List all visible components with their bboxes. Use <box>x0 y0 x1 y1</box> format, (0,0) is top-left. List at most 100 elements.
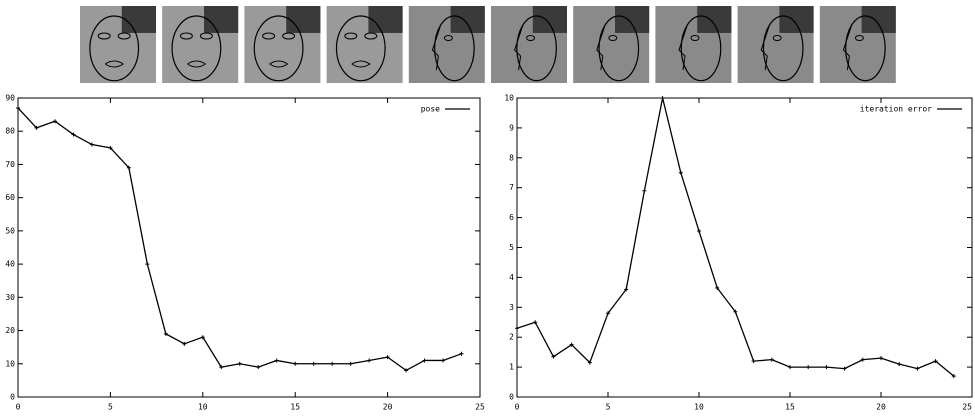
profile <box>514 25 524 71</box>
eye <box>199 32 213 40</box>
eye <box>179 32 193 40</box>
point <box>678 170 683 175</box>
point <box>348 361 353 366</box>
face-shade <box>450 6 485 33</box>
face-shade <box>532 6 567 33</box>
mouth <box>351 60 371 68</box>
point <box>733 309 738 314</box>
point <box>404 368 409 373</box>
eye <box>690 35 700 41</box>
profile <box>596 25 606 71</box>
y-tick-label: 2 <box>509 333 514 342</box>
point <box>441 358 446 363</box>
eye <box>443 35 453 41</box>
point <box>788 365 792 370</box>
point <box>293 361 298 366</box>
y-tick-label: 70 <box>5 160 15 169</box>
point <box>108 145 113 150</box>
face-outline <box>434 15 475 82</box>
y-tick-label: 40 <box>5 260 15 269</box>
point <box>842 366 847 371</box>
y-tick-label: 10 <box>5 359 15 368</box>
y-tick-label: 60 <box>5 193 15 202</box>
point <box>697 229 701 234</box>
point <box>897 362 902 367</box>
point <box>551 354 556 359</box>
y-tick-label: 7 <box>509 183 514 192</box>
face-shade <box>779 6 814 33</box>
profile <box>431 25 441 71</box>
x-tick-label: 5 <box>606 403 611 412</box>
face-shade <box>615 6 650 33</box>
point <box>34 125 39 130</box>
point <box>860 357 865 362</box>
point <box>879 356 883 361</box>
x-tick-label: 0 <box>16 403 21 412</box>
eye <box>772 35 782 41</box>
point <box>533 320 538 325</box>
x-tick-label: 10 <box>694 403 704 412</box>
point <box>624 287 629 292</box>
face-shade <box>861 6 896 33</box>
point <box>459 351 464 356</box>
y-tick-label: 6 <box>509 213 514 222</box>
y-tick-label: 0 <box>10 393 15 402</box>
plot-frame <box>17 97 481 398</box>
y-tick-label: 9 <box>509 123 514 132</box>
eye <box>526 35 536 41</box>
y-tick-label: 80 <box>5 127 15 136</box>
y-tick-label: 50 <box>5 226 15 235</box>
plot-frame <box>516 97 973 398</box>
face-shade <box>286 6 321 33</box>
mouth <box>104 60 125 68</box>
face-strip <box>80 6 896 83</box>
x-tick-label: 15 <box>290 403 300 412</box>
point <box>182 341 187 346</box>
point <box>422 358 427 363</box>
face-outline <box>762 15 804 82</box>
y-tick-label: 10 <box>504 94 514 103</box>
point <box>606 311 610 316</box>
series-line <box>516 97 955 377</box>
point <box>933 359 938 364</box>
point <box>515 326 519 331</box>
point <box>642 188 647 193</box>
eye <box>608 35 618 41</box>
x-tick-label: 0 <box>515 403 520 412</box>
face-outline <box>253 15 304 82</box>
eye <box>97 32 111 40</box>
profile <box>678 25 688 71</box>
face-outline <box>598 15 640 82</box>
legend-label: iteration error <box>860 105 932 114</box>
point <box>951 374 956 379</box>
x-tick-label: 25 <box>962 403 972 412</box>
point <box>126 165 131 170</box>
y-tick-label: 4 <box>509 273 514 282</box>
x-tick-label: 20 <box>383 403 393 412</box>
point <box>806 365 811 370</box>
profile <box>760 25 770 71</box>
series-line <box>17 107 462 372</box>
point <box>200 335 205 340</box>
face-outline <box>845 15 886 82</box>
eye <box>117 32 131 40</box>
x-tick-label: 25 <box>475 403 485 412</box>
y-tick-label: 5 <box>509 243 514 252</box>
y-tick-label: 0 <box>509 393 514 402</box>
point <box>71 132 76 137</box>
x-tick-label: 15 <box>785 403 795 412</box>
eye <box>262 32 276 40</box>
y-tick-label: 8 <box>509 153 514 162</box>
x-tick-label: 20 <box>876 403 886 412</box>
face-outline <box>516 15 557 82</box>
point <box>145 262 150 267</box>
point <box>751 359 756 364</box>
eye <box>344 32 358 40</box>
point <box>219 365 224 370</box>
point <box>237 361 242 366</box>
face-outline <box>335 15 386 82</box>
point <box>274 358 279 363</box>
point <box>660 96 665 100</box>
face-shade <box>121 6 156 33</box>
point <box>367 358 372 363</box>
